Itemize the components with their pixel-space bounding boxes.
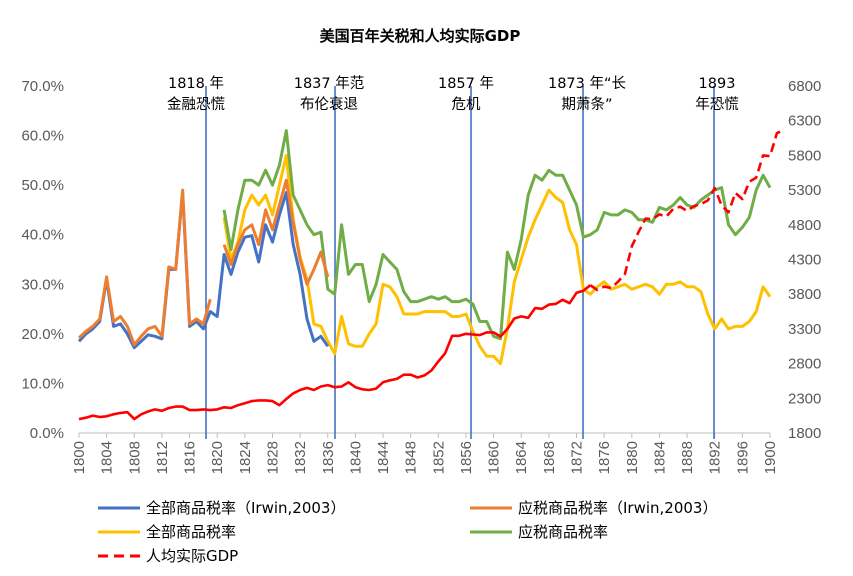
x-tick-label: 1852 bbox=[430, 441, 447, 474]
annotation-1837-line1: 布伦衰退 bbox=[300, 96, 358, 113]
x-tick-label: 1864 bbox=[513, 441, 530, 474]
series-line-gdp-dashed bbox=[589, 128, 785, 292]
x-tick-label: 1824 bbox=[237, 441, 254, 474]
annotation-1893-line1: 年恐慌 bbox=[695, 96, 739, 113]
annotation-1857-line1: 危机 bbox=[452, 96, 481, 113]
right-tick-label: 5800 bbox=[788, 147, 821, 164]
left-tick-label: 40.0% bbox=[21, 227, 64, 244]
legend-label-3: 应税商品税率 bbox=[518, 523, 608, 541]
right-tick-label: 1800 bbox=[788, 425, 821, 442]
x-tick-label: 1836 bbox=[320, 441, 337, 474]
series-group bbox=[77, 128, 785, 421]
legend: 全部商品税率（Irwin,2003） 应税商品税率（Irwin,2003） 全部商品… bbox=[98, 499, 717, 565]
right-tick-label: 4800 bbox=[788, 217, 821, 234]
left-tick-label: 60.0% bbox=[21, 128, 64, 145]
x-tick-label: 1804 bbox=[99, 441, 116, 474]
x-tick-label: 1892 bbox=[707, 441, 724, 474]
annotation-1818-line0: 1818 年 bbox=[168, 75, 224, 92]
event-lines bbox=[205, 86, 715, 439]
x-tick-label: 1848 bbox=[403, 441, 420, 474]
annotation-1837-line0: 1837 年范 bbox=[294, 75, 365, 92]
left-tick-label: 0.0% bbox=[30, 425, 64, 442]
left-tick-label: 70.0% bbox=[21, 78, 64, 95]
x-tick-label: 1800 bbox=[71, 441, 88, 474]
legend-label-0: 全部商品税率（Irwin,2003） bbox=[146, 499, 345, 517]
series-line-2 bbox=[222, 153, 772, 366]
x-tick-label: 1888 bbox=[679, 441, 696, 474]
right-axis-ticks: 1800 2300 2800 3300 3800 4300 4800 5300 5800 6300… bbox=[788, 78, 821, 442]
chart-title: 美国百年关税和人均实际GDP bbox=[320, 27, 521, 45]
annotation-1873-line0: 1873 年“长 bbox=[548, 75, 627, 92]
x-tick-label: 1876 bbox=[596, 441, 613, 474]
x-tick-label: 1844 bbox=[375, 441, 392, 474]
right-tick-label: 3300 bbox=[788, 321, 821, 338]
right-tick-label: 6800 bbox=[788, 78, 821, 95]
left-tick-label: 30.0% bbox=[21, 276, 64, 293]
left-axis-ticks: 0.0% 10.0% 20.0% 30.0% 40.0% 50.0% 60.0% 70.0% bbox=[21, 78, 64, 442]
series-line-0 bbox=[77, 191, 330, 350]
x-tick-label: 1812 bbox=[154, 441, 171, 474]
x-tick-label: 1868 bbox=[541, 441, 558, 474]
left-tick-label: 50.0% bbox=[21, 177, 64, 194]
right-tick-label: 2300 bbox=[788, 390, 821, 407]
right-tick-label: 4300 bbox=[788, 252, 821, 269]
series-line-3 bbox=[222, 129, 772, 341]
x-tick-label: 1872 bbox=[569, 441, 586, 474]
right-tick-label: 2800 bbox=[788, 356, 821, 373]
series-line-gdp-solid bbox=[78, 284, 592, 421]
right-tick-label: 6300 bbox=[788, 113, 821, 130]
left-tick-label: 20.0% bbox=[21, 326, 64, 343]
annotation-1873-line1: 期萧条” bbox=[561, 96, 612, 113]
x-tick-label: 1860 bbox=[486, 441, 503, 474]
series-line-1 bbox=[77, 178, 330, 347]
x-tick-label: 1884 bbox=[651, 441, 668, 474]
x-tick-label: 1856 bbox=[458, 441, 475, 474]
x-tick-label: 1840 bbox=[347, 441, 364, 474]
x-tick-label: 1820 bbox=[209, 441, 226, 474]
x-tick-label: 1900 bbox=[762, 441, 779, 474]
x-tick-label: 1896 bbox=[734, 441, 751, 474]
right-tick-label: 5300 bbox=[788, 182, 821, 199]
legend-label-4: 人均实际GDP bbox=[146, 547, 238, 565]
x-tick-label: 1816 bbox=[182, 441, 199, 474]
legend-label-2: 全部商品税率 bbox=[146, 523, 236, 541]
right-tick-label: 3800 bbox=[788, 286, 821, 303]
annotation-1857-line0: 1857 年 bbox=[438, 75, 494, 92]
x-tick-label: 1880 bbox=[624, 441, 641, 474]
legend-label-1: 应税商品税率（Irwin,2003） bbox=[518, 499, 717, 517]
x-tick-label: 1828 bbox=[264, 441, 281, 474]
x-tick-label: 1832 bbox=[292, 441, 309, 474]
annotation-1818-line1: 金融恐慌 bbox=[167, 96, 225, 113]
annotation-1893-line0: 1893 bbox=[699, 76, 736, 92]
x-tick-label: 1808 bbox=[126, 441, 143, 474]
x-axis-ticks: 1800 1804 1808 1812 1816 1820 1824 1828 1832 1836… bbox=[71, 433, 779, 474]
left-tick-label: 10.0% bbox=[21, 375, 64, 392]
